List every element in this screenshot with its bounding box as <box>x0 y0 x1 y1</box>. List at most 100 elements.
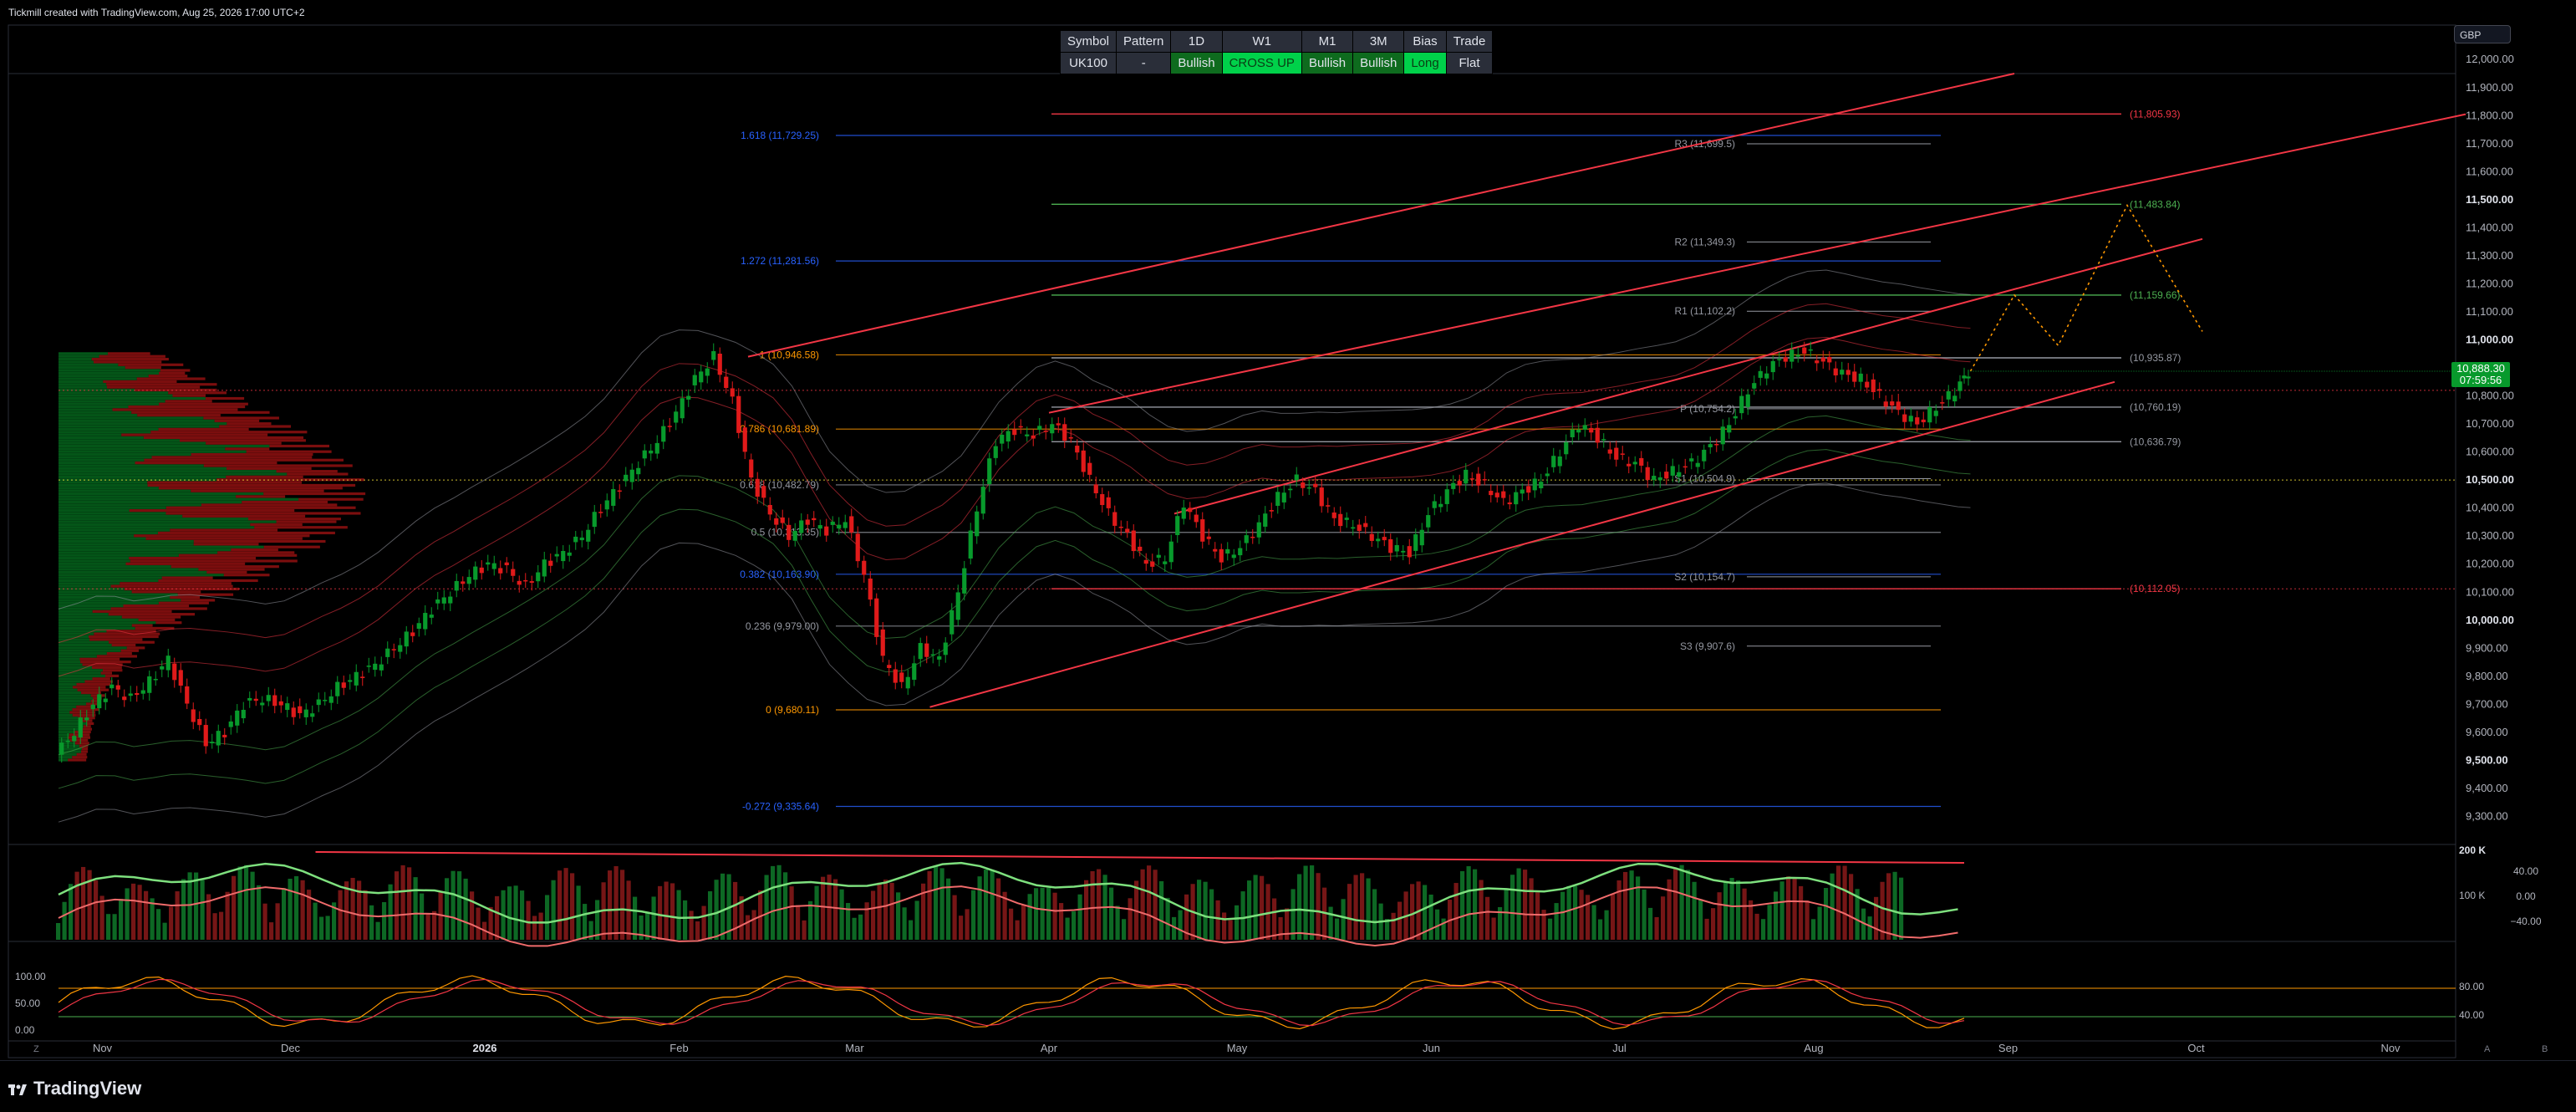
stoch-right-tick: 40.00 <box>2459 1009 2484 1021</box>
volume-profile-bar-down <box>161 576 213 579</box>
currency-selector[interactable]: GBP <box>2454 25 2511 43</box>
candle-body <box>962 568 967 594</box>
candle-body <box>109 684 115 689</box>
candle-body <box>1539 482 1544 488</box>
candle-body <box>1426 515 1431 528</box>
volume-bar <box>984 870 989 940</box>
volume-bar <box>1021 905 1026 940</box>
attribution-text: Tickmill created with TradingView.com, A… <box>8 7 305 18</box>
volume-profile-bar-down <box>72 708 99 712</box>
candle-body <box>278 701 283 706</box>
volume-profile-bar-up <box>59 543 194 546</box>
candle-body <box>1288 488 1293 491</box>
volume-bar <box>1441 918 1446 940</box>
volume-bar <box>526 900 531 940</box>
last-price: 10,888.30 <box>2456 362 2505 375</box>
volume-bar <box>488 906 493 940</box>
price-tick-label: 10,000.00 <box>2466 614 2514 626</box>
fib-level-label: 0.236 (9,979.00) <box>746 620 819 632</box>
time-tick-label: Oct <box>2187 1042 2205 1054</box>
candle-body <box>1494 492 1499 497</box>
candle-body <box>1808 349 1813 351</box>
volume-profile-bar-up <box>59 725 84 728</box>
channel-line <box>747 73 2015 358</box>
volume-bar <box>1310 865 1315 940</box>
candle-body <box>1507 502 1512 505</box>
volume-bar <box>1817 906 1822 940</box>
volume-bar <box>56 923 61 940</box>
volume-bar <box>1391 912 1396 940</box>
candle-body <box>624 474 629 482</box>
candle-body <box>1833 368 1838 375</box>
candle-body <box>1777 359 1782 360</box>
projection-path <box>1969 203 2203 372</box>
volume-profile-bar-up <box>59 635 89 639</box>
volume-profile-bar-up <box>59 411 132 414</box>
candle-body <box>755 478 760 497</box>
candle-body <box>1181 508 1186 519</box>
volume-bar <box>1115 905 1120 940</box>
volume-bar <box>1453 883 1459 940</box>
candle-body <box>348 680 353 682</box>
candle-body <box>1376 538 1381 542</box>
volume-profile-bar-up <box>59 352 108 355</box>
candle-body <box>1890 401 1895 406</box>
volume-bar <box>1548 918 1553 940</box>
volume-profile-bar-down <box>76 705 96 708</box>
volume-profile-bar-down <box>151 456 313 459</box>
volume-bar <box>796 905 801 940</box>
candle-body <box>1156 554 1161 559</box>
volume-profile-bar-down <box>91 357 169 361</box>
stochastic-pane: 100.00 50.00 0.00 80.00 40.00 <box>15 971 2484 1036</box>
candle-body <box>1231 554 1236 559</box>
volume-profile-bar-down <box>124 587 240 591</box>
candle-body <box>1627 463 1632 467</box>
volume-profile <box>59 352 366 762</box>
price-chart[interactable]: 12,000.00 11,900.00 11,800.00 11,700.00 11,6… <box>0 0 2576 1060</box>
volume-profile-bar-up <box>59 531 158 535</box>
candle-body <box>1845 370 1851 375</box>
candle-body <box>661 426 666 442</box>
volume-profile-bar-up <box>59 568 199 571</box>
volume-bar <box>1479 880 1484 940</box>
candle-body <box>1657 477 1662 481</box>
candle-body <box>1614 447 1619 460</box>
candle-body <box>1915 417 1920 425</box>
volume-bar <box>1654 916 1659 940</box>
volume-bar <box>1385 919 1390 940</box>
volume-bar <box>1611 894 1616 940</box>
price-tick-label: 10,800.00 <box>2466 390 2514 402</box>
volume-profile-bar-up <box>59 557 130 560</box>
volume-bar <box>1278 916 1283 940</box>
candle-body <box>1382 537 1387 541</box>
volume-profile-bar-up <box>59 559 130 563</box>
candle-body <box>880 629 885 656</box>
candle-body <box>1194 514 1199 523</box>
volume-profile-bar-down <box>79 727 93 731</box>
stoch-k-line <box>58 975 1965 1030</box>
candle-body <box>410 632 415 636</box>
volume-bar <box>739 895 744 940</box>
volume-bar <box>714 880 719 940</box>
volume-bar <box>1466 866 1471 940</box>
candle-body <box>1294 474 1299 481</box>
volume-profile-bar-up <box>59 366 125 370</box>
candle-body <box>160 666 165 670</box>
candle-body <box>536 572 541 582</box>
volume-bar <box>1836 865 1841 940</box>
channel-line <box>1048 113 2467 414</box>
fib-level-label: 0.618 (10,482.79) <box>740 479 819 491</box>
volume-bar <box>1673 868 1678 940</box>
candle-body <box>260 702 265 706</box>
candle-body <box>253 698 258 701</box>
candle-body <box>178 670 183 686</box>
volume-profile-bar-up <box>59 640 109 644</box>
tradingview-logo[interactable]: TradingView <box>8 1078 141 1099</box>
volume-profile-bar-up <box>59 528 171 532</box>
candle-body <box>837 524 842 529</box>
candle-body <box>1168 541 1173 563</box>
volume-profile-bar-up <box>59 599 181 602</box>
volume-profile-bar-up <box>59 464 204 467</box>
volume-profile-bar-up <box>59 593 178 596</box>
candle-body <box>1163 561 1168 564</box>
